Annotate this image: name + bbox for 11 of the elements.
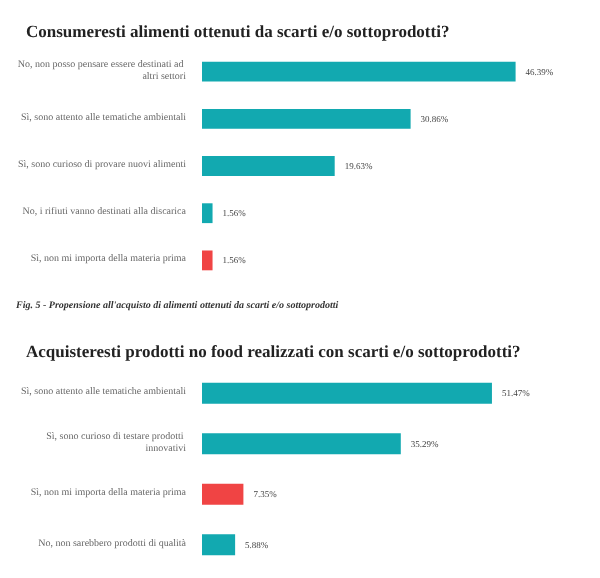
bar — [202, 250, 213, 271]
bar — [202, 534, 236, 556]
bar — [202, 203, 213, 224]
bar — [202, 108, 411, 129]
bar — [202, 61, 516, 82]
chart-title: Acquisteresti prodotti no food realizzati con scarti e/o sottoprodotti? — [26, 341, 521, 361]
bar — [202, 382, 492, 404]
bar — [202, 156, 335, 176]
chart-title: Consumeresti alimenti ottenuti da scarti e/o sottoprodotti? — [26, 21, 450, 41]
bar — [202, 433, 401, 455]
bar — [202, 483, 244, 505]
